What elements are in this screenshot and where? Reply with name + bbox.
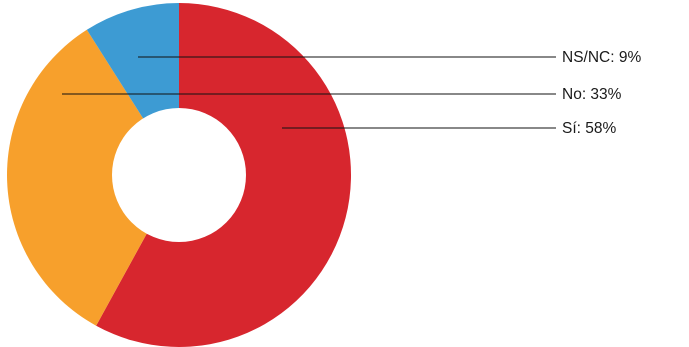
donut-hole <box>112 108 246 242</box>
slice-label-ns-nc: NS/NC: 9% <box>562 49 641 66</box>
slice-no <box>7 29 179 326</box>
slice-label-s-: Sí: 58% <box>562 120 616 137</box>
leader-lines <box>62 56 556 129</box>
slice-label-no: No: 33% <box>562 86 622 103</box>
slice-labels: Sí: 58% No: 33% NS/NC: 9% <box>562 49 641 137</box>
